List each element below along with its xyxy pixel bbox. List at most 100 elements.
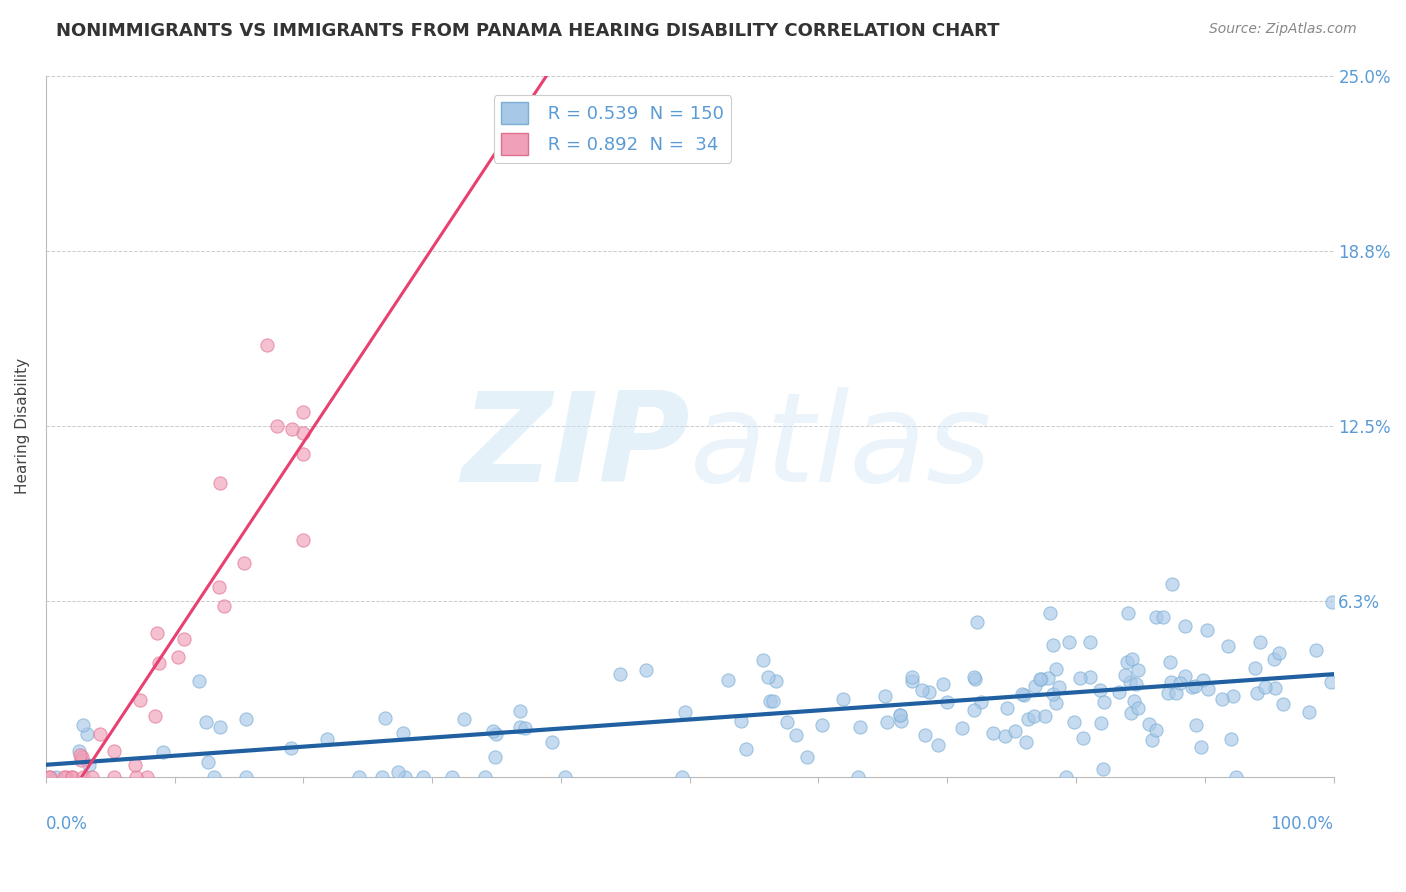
Point: [474, 770, 496, 784]
Point: [927, 738, 949, 752]
Point: [963, 703, 986, 717]
Point: [103, 770, 125, 784]
Point: [235, 712, 257, 726]
Point: [292, 533, 315, 548]
Point: [143, 709, 166, 723]
Point: [995, 701, 1018, 715]
Point: [901, 669, 924, 683]
Point: [347, 770, 370, 784]
Point: [1305, 642, 1327, 657]
Point: [918, 685, 941, 699]
Point: [1071, 731, 1094, 746]
Point: [541, 734, 564, 748]
Point: [509, 720, 531, 734]
Point: [1029, 672, 1052, 686]
Point: [1222, 689, 1244, 703]
Point: [1174, 669, 1197, 683]
Point: [1139, 716, 1161, 731]
Point: [1197, 681, 1219, 696]
Point: [1166, 686, 1188, 700]
Point: [1184, 718, 1206, 732]
Point: [412, 770, 434, 784]
Point: [1033, 709, 1056, 723]
Point: [55, 770, 77, 784]
Point: [235, 770, 257, 784]
Point: [1063, 714, 1085, 729]
Point: [1108, 685, 1130, 699]
Point: [485, 726, 508, 740]
Point: [1121, 706, 1143, 721]
Point: [1174, 619, 1197, 633]
Point: [1218, 639, 1240, 653]
Point: [77, 758, 100, 772]
Point: [1057, 635, 1080, 649]
Point: [82, 770, 104, 784]
Point: [38, 770, 60, 784]
Point: [1140, 733, 1163, 747]
Point: [1126, 701, 1149, 715]
Point: [966, 615, 988, 630]
Point: [1011, 687, 1033, 701]
Point: [1014, 688, 1036, 702]
Point: [441, 770, 464, 784]
Point: [72, 718, 94, 732]
Point: [730, 714, 752, 728]
Point: [889, 707, 911, 722]
Point: [292, 405, 315, 419]
Point: [1249, 635, 1271, 649]
Point: [1047, 680, 1070, 694]
Text: Source: ZipAtlas.com: Source: ZipAtlas.com: [1209, 22, 1357, 37]
Point: [1192, 673, 1215, 687]
Point: [1121, 652, 1143, 666]
Point: [776, 715, 799, 730]
Point: [1189, 739, 1212, 754]
Point: [280, 741, 302, 756]
Point: [1024, 708, 1046, 723]
Point: [188, 674, 211, 689]
Point: [832, 692, 855, 706]
Point: [994, 729, 1017, 743]
Point: [1152, 610, 1174, 624]
Point: [1017, 712, 1039, 726]
Point: [1264, 681, 1286, 695]
Point: [1114, 668, 1136, 682]
Point: [796, 750, 818, 764]
Point: [72, 770, 94, 784]
Point: [69, 753, 91, 767]
Point: [1320, 674, 1343, 689]
Point: [846, 770, 869, 784]
Point: [45, 770, 67, 784]
Point: [292, 426, 315, 441]
Point: [963, 670, 986, 684]
Point: [758, 670, 780, 684]
Point: [1004, 723, 1026, 738]
Point: [671, 770, 693, 784]
Point: [256, 338, 278, 352]
Point: [1078, 670, 1101, 684]
Point: [482, 724, 505, 739]
Point: [60, 770, 83, 784]
Point: [1092, 762, 1115, 776]
Point: [124, 758, 146, 772]
Point: [453, 712, 475, 726]
Point: [152, 745, 174, 759]
Point: [1125, 677, 1147, 691]
Point: [484, 750, 506, 764]
Point: [1320, 595, 1343, 609]
Point: [609, 667, 631, 681]
Y-axis label: Hearing Disability: Hearing Disability: [15, 358, 30, 494]
Text: ZIP: ZIP: [461, 386, 690, 508]
Point: [280, 422, 302, 436]
Point: [1254, 680, 1277, 694]
Point: [1028, 672, 1050, 686]
Point: [931, 676, 953, 690]
Point: [1126, 663, 1149, 677]
Point: [167, 649, 190, 664]
Point: [509, 704, 531, 718]
Point: [717, 673, 740, 688]
Point: [1161, 577, 1184, 591]
Point: [900, 673, 922, 688]
Point: [1268, 646, 1291, 660]
Point: [1184, 679, 1206, 693]
Point: [1038, 672, 1060, 686]
